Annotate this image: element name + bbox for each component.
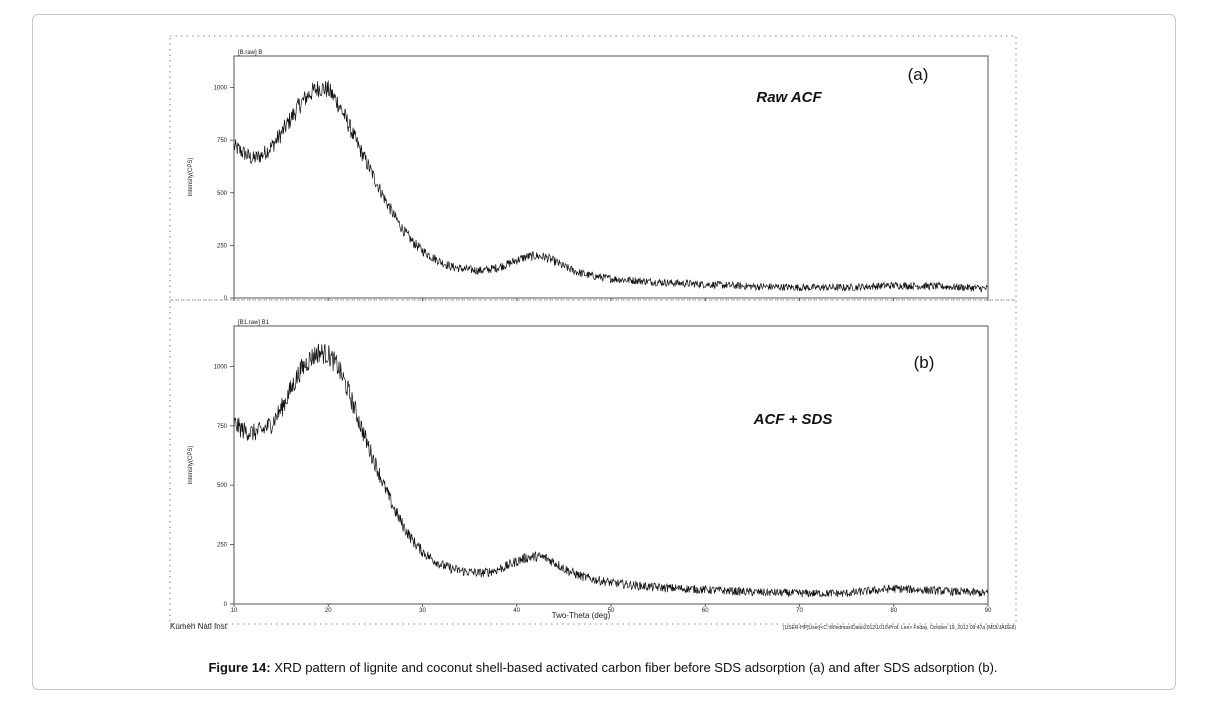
file-label: [B1.raw] B1 (238, 320, 270, 326)
xrd-figure: 0 250 500 750 1000 Intensity(CPS) [B.raw] B (a)… (166, 34, 1020, 632)
xrd-series-line (233, 80, 989, 293)
caption-label: Figure 14: (208, 660, 271, 675)
x-tick-label: 10 (231, 608, 238, 614)
y-axis-label: Intensity(CPS) (188, 158, 194, 197)
x-tick-label: 20 (325, 608, 332, 614)
panel-dotted-border (169, 299, 1017, 625)
x-axis-label: Two-Theta (deg) (552, 611, 611, 620)
y-tick-label: 1000 (214, 86, 228, 92)
figure-card (32, 14, 1176, 690)
xrd-panel-a: 0 250 500 750 1000 Intensity(CPS) [B.raw] B (a)… (169, 35, 1017, 302)
xrd-panel-b: 0 250 500 750 1000 10 20 30 40 50 60 70 80 90 Intensit… (169, 299, 1017, 625)
x-tick-label: 70 (796, 608, 803, 614)
footer-left-label: Kumeh Natl Inst (170, 622, 228, 631)
panel-dotted-border (169, 35, 1017, 301)
y-axis-label: Intensity(CPS) (188, 446, 194, 485)
y-tick-label: 0 (224, 296, 228, 302)
file-label: [B.raw] B (238, 50, 262, 56)
plot-frame (233, 55, 989, 299)
panel-label: (a) (908, 65, 929, 84)
sample-label: Raw ACF (756, 89, 822, 106)
xrd-series-line (233, 343, 989, 598)
y-tick-label: 1000 (214, 364, 228, 370)
x-tick-label: 90 (985, 608, 992, 614)
plot-frame (233, 325, 989, 605)
y-tick-label: 250 (217, 243, 228, 249)
y-tick-label: 500 (217, 191, 228, 197)
y-tick-label: 500 (217, 483, 228, 489)
x-tick-label: 50 (608, 608, 615, 614)
y-tick-label: 750 (217, 138, 228, 144)
y-tick-label: 750 (217, 424, 228, 430)
x-tick-label: 80 (890, 608, 897, 614)
y-tick-label: 0 (224, 602, 228, 608)
panel-label: (b) (914, 353, 935, 372)
x-tick-label: 30 (419, 608, 426, 614)
y-tick-label: 250 (217, 543, 228, 549)
figure-caption: Figure 14: XRD pattern of lignite and co… (0, 660, 1206, 675)
footer-right-label: [USER-HP]User]<C:\Windmax\Data\2012\1010… (783, 625, 1016, 631)
sample-label: ACF + SDS (753, 411, 833, 428)
x-tick-label: 40 (513, 608, 520, 614)
x-tick-label: 60 (702, 608, 709, 614)
caption-text: XRD pattern of lignite and coconut shell… (270, 660, 998, 675)
